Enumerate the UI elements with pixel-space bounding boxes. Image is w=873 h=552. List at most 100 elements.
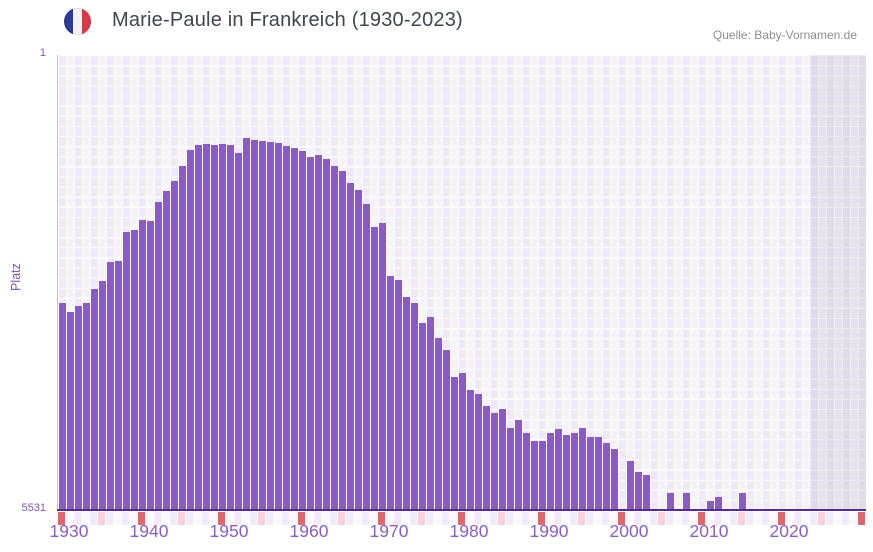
bar-1995[interactable] <box>578 427 586 510</box>
bar-2011[interactable] <box>706 500 714 510</box>
bar-1930[interactable] <box>58 302 66 510</box>
year-cell-1960 <box>297 512 305 525</box>
bar-1945[interactable] <box>178 165 186 510</box>
bar-1938[interactable] <box>122 231 130 510</box>
bar-1959[interactable] <box>290 147 298 510</box>
bar-1979[interactable] <box>450 376 458 510</box>
year-cell-1949 <box>209 512 217 525</box>
bar-1964[interactable] <box>330 165 338 510</box>
bar-1966[interactable] <box>346 183 354 510</box>
bar-1957[interactable] <box>274 143 282 510</box>
bar-1992[interactable] <box>554 428 562 510</box>
year-cell-1996 <box>585 512 593 525</box>
bar-1994[interactable] <box>570 432 578 510</box>
year-cell-1965 <box>337 512 345 525</box>
bar-1956[interactable] <box>266 141 274 510</box>
bar-1975[interactable] <box>418 322 426 510</box>
year-cell-1944 <box>169 512 177 525</box>
bar-1936[interactable] <box>106 262 114 510</box>
bar-1935[interactable] <box>98 281 106 510</box>
bar-1973[interactable] <box>402 296 410 510</box>
bar-1977[interactable] <box>434 337 442 510</box>
bar-1978[interactable] <box>442 349 450 510</box>
bar-2015[interactable] <box>738 492 746 510</box>
bar-1972[interactable] <box>394 279 402 510</box>
bar-1969[interactable] <box>370 226 378 510</box>
bar-1987[interactable] <box>514 419 522 510</box>
bar-1965[interactable] <box>338 171 346 510</box>
bar-2002[interactable] <box>634 471 642 510</box>
bar-1961[interactable] <box>306 157 314 510</box>
bar-2008[interactable] <box>682 492 690 510</box>
bar-1989[interactable] <box>530 440 538 510</box>
bar-1946[interactable] <box>186 150 194 510</box>
year-cell-2023 <box>801 512 809 525</box>
bar-1947[interactable] <box>194 145 202 510</box>
year-cell-1950 <box>217 512 225 525</box>
bar-1991[interactable] <box>546 432 554 510</box>
bar-1976[interactable] <box>426 316 434 510</box>
bar-1984[interactable] <box>490 412 498 510</box>
bar-1988[interactable] <box>522 432 530 510</box>
year-cell-1991 <box>545 512 553 525</box>
bar-1974[interactable] <box>410 302 418 510</box>
bar-1986[interactable] <box>506 427 514 510</box>
bar-1996[interactable] <box>586 436 594 510</box>
bar-2006[interactable] <box>666 492 674 510</box>
year-cell-1978 <box>441 512 449 525</box>
bar-1970[interactable] <box>378 223 386 510</box>
year-cell-1963 <box>321 512 329 525</box>
year-cell-1930 <box>57 512 65 525</box>
bar-1963[interactable] <box>322 159 330 510</box>
bar-1954[interactable] <box>250 139 258 510</box>
year-cell-2017 <box>753 512 761 525</box>
bar-1997[interactable] <box>594 436 602 510</box>
year-cell-1994 <box>569 512 577 525</box>
year-cell-1961 <box>305 512 313 525</box>
bar-1933[interactable] <box>82 302 90 510</box>
year-cell-1952 <box>233 512 241 525</box>
year-cell-1971 <box>385 512 393 525</box>
bar-1999[interactable] <box>610 448 618 510</box>
bar-1950[interactable] <box>218 144 226 510</box>
bar-1981[interactable] <box>466 389 474 510</box>
bar-1982[interactable] <box>474 393 482 510</box>
bar-2012[interactable] <box>714 497 722 510</box>
year-cell-1937 <box>113 512 121 525</box>
x-tick-2000: 2000 <box>609 521 649 541</box>
bar-1955[interactable] <box>258 140 266 510</box>
bar-1983[interactable] <box>482 405 490 510</box>
bar-1951[interactable] <box>226 145 234 510</box>
bar-2001[interactable] <box>626 460 634 510</box>
bar-1949[interactable] <box>210 145 218 510</box>
bar-1937[interactable] <box>114 261 122 510</box>
bar-1941[interactable] <box>146 220 154 510</box>
bar-1953[interactable] <box>242 138 250 510</box>
bar-1962[interactable] <box>314 154 322 510</box>
year-cell-1957 <box>273 512 281 525</box>
bar-2003[interactable] <box>642 474 650 510</box>
bar-1998[interactable] <box>602 442 610 510</box>
bar-1944[interactable] <box>170 180 178 510</box>
bar-1980[interactable] <box>458 372 466 510</box>
bar-1940[interactable] <box>138 219 146 510</box>
bar-1985[interactable] <box>498 408 506 510</box>
bar-1971[interactable] <box>386 276 394 510</box>
bar-1968[interactable] <box>362 204 370 510</box>
bar-1931[interactable] <box>66 311 74 510</box>
year-cell-2012 <box>713 512 721 525</box>
bar-1943[interactable] <box>162 191 170 510</box>
year-cell-1974 <box>409 512 417 525</box>
bar-1993[interactable] <box>562 434 570 510</box>
bar-1932[interactable] <box>74 305 82 510</box>
bar-1934[interactable] <box>90 289 98 510</box>
bar-1967[interactable] <box>354 190 362 510</box>
bar-1990[interactable] <box>538 440 546 510</box>
bar-1939[interactable] <box>130 230 138 510</box>
bar-1948[interactable] <box>202 144 210 510</box>
bar-1960[interactable] <box>298 151 306 510</box>
bar-1952[interactable] <box>234 152 242 510</box>
year-cell-1976 <box>425 512 433 525</box>
bar-1958[interactable] <box>282 146 290 510</box>
bar-1942[interactable] <box>154 202 162 510</box>
